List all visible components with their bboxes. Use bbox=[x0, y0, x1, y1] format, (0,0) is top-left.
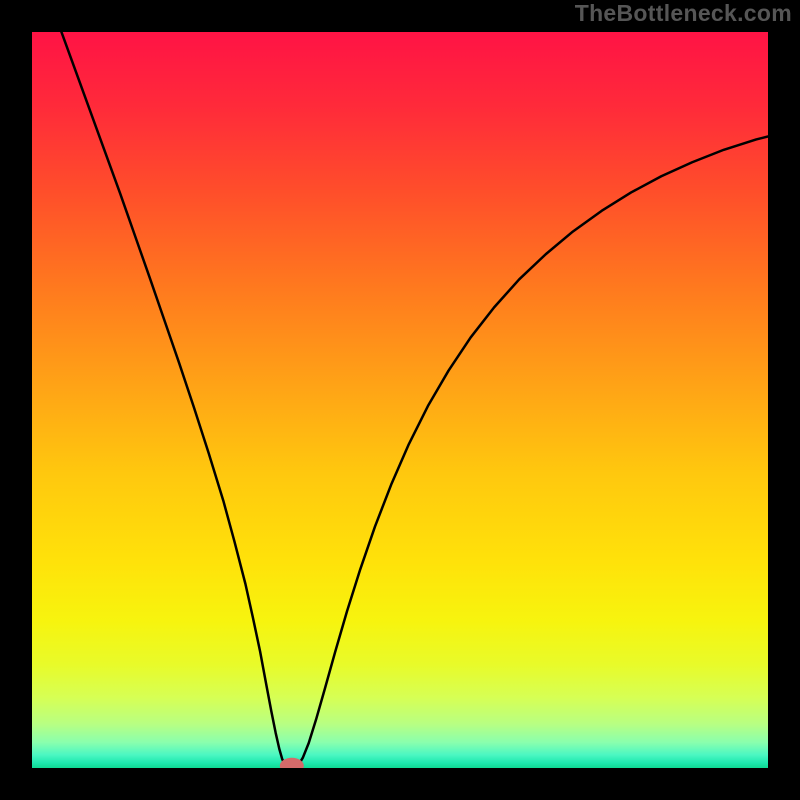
gradient-background bbox=[32, 32, 768, 768]
chart-svg bbox=[32, 32, 768, 768]
plot-area bbox=[32, 32, 768, 768]
chart-container: TheBottleneck.com bbox=[0, 0, 800, 800]
watermark-text: TheBottleneck.com bbox=[575, 0, 792, 27]
